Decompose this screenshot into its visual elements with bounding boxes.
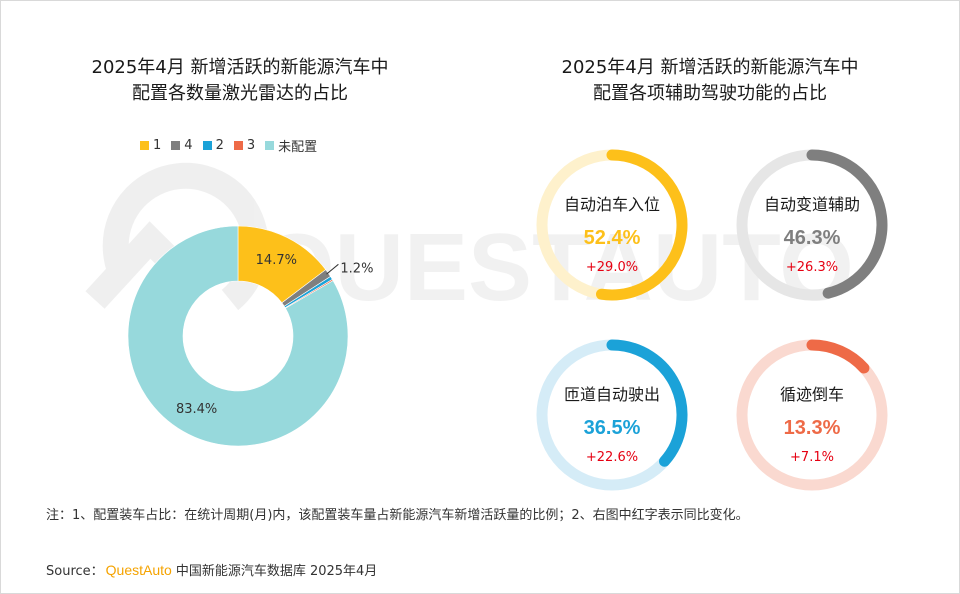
source-brand: QuestAuto bbox=[105, 562, 172, 578]
footnote: 注：1、配置装车占比：在统计周期(月)内，该配置装车量占新能源汽车新增活跃量的比… bbox=[46, 508, 749, 523]
gauge-change: +26.3% bbox=[786, 260, 838, 275]
legend-swatch bbox=[233, 140, 243, 150]
left-chart-title-line-2: 配置各数量激光雷达的占比 bbox=[132, 83, 348, 104]
legend-swatch bbox=[202, 140, 212, 150]
right-chart-title-line-1: 2025年4月 新增活跃的新能源汽车中 bbox=[561, 57, 859, 78]
pie-label-未配置: 83.4% bbox=[176, 402, 217, 417]
gauge-name: 自动变道辅助 bbox=[764, 195, 860, 214]
legend-item: 3 bbox=[233, 137, 256, 153]
gauge-change: +29.0% bbox=[586, 260, 638, 275]
legend-item: 未配置 bbox=[265, 136, 317, 155]
right-chart-title: 2025年4月 新增活跃的新能源汽车中 配置各项辅助驾驶功能的占比 bbox=[500, 55, 920, 107]
gauge-name: 匝道自动驶出 bbox=[564, 385, 660, 404]
gauge-value: 46.3% bbox=[784, 227, 841, 249]
pie-label-4: 1.2% bbox=[340, 261, 373, 276]
gauge-arc bbox=[595, 149, 688, 301]
source-suffix: 中国新能源汽车数据库 2025年4月 bbox=[175, 564, 378, 579]
gauge-value: 52.4% bbox=[584, 227, 641, 249]
gauge-arc bbox=[806, 339, 870, 374]
gauge-name: 自动泊车入位 bbox=[564, 195, 660, 214]
legend-item: 2 bbox=[202, 137, 224, 153]
left-chart-title: 2025年4月 新增活跃的新能源汽车中 配置各数量激光雷达的占比 bbox=[40, 55, 440, 107]
pie-leader-line bbox=[326, 263, 339, 275]
pie-slice-未配置 bbox=[127, 225, 349, 447]
gauge-value: 36.5% bbox=[584, 417, 641, 439]
legend-swatch bbox=[265, 140, 275, 150]
gauge-change: +7.1% bbox=[790, 450, 834, 465]
gauge-arc bbox=[806, 149, 888, 299]
legend-label: 3 bbox=[246, 137, 256, 153]
source-prefix: Source： bbox=[46, 564, 104, 579]
legend-item: 4 bbox=[171, 137, 193, 153]
legend-swatch bbox=[140, 140, 149, 150]
legend-label: 4 bbox=[184, 137, 193, 153]
pie-legend: 1 4 2 3 未配置 bbox=[140, 136, 327, 155]
legend-swatch bbox=[171, 140, 181, 150]
legend-label: 1 bbox=[153, 137, 162, 153]
legend-label: 2 bbox=[215, 137, 224, 153]
legend-item: 1 bbox=[140, 138, 161, 153]
gauge-value: 13.3% bbox=[784, 417, 841, 439]
left-chart-title-line-1: 2025年4月 新增活跃的新能源汽车中 bbox=[91, 57, 389, 78]
source-line: Source： QuestAuto 中国新能源汽车数据库 2025年4月 bbox=[46, 560, 377, 579]
gauge-name: 循迹倒车 bbox=[780, 385, 844, 404]
gauge-change: +22.6% bbox=[586, 450, 638, 465]
gauge-arc bbox=[606, 339, 688, 467]
pie-label-1: 14.7% bbox=[256, 253, 297, 268]
legend-label: 未配置 bbox=[278, 139, 318, 155]
right-chart-title-line-2: 配置各项辅助驾驶功能的占比 bbox=[593, 83, 827, 104]
